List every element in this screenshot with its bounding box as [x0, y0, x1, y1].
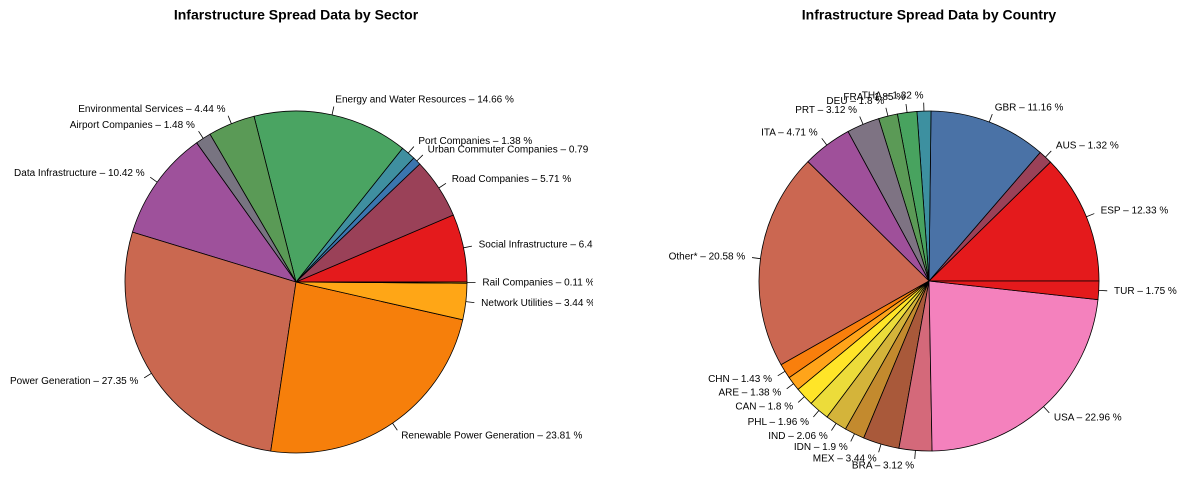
label-tick — [988, 113, 993, 123]
label-tick — [143, 372, 152, 379]
label-tick — [465, 301, 475, 303]
slice-label: Rail Companies – 0.11 % — [482, 277, 594, 288]
label-tick — [797, 396, 805, 403]
label-tick — [438, 182, 447, 189]
label-tick — [149, 176, 158, 183]
label-tick — [407, 146, 415, 154]
pie-slice — [253, 110, 404, 283]
slice-label: ITA – 4.71 % — [761, 128, 818, 139]
label-tick — [751, 257, 761, 260]
slice-label: Road Companies – 5.71 % — [452, 174, 572, 185]
label-tick — [777, 370, 786, 377]
slice-label: Power Generation – 27.35 % — [10, 376, 139, 387]
slice-label: AUS – 1.32 % — [1056, 141, 1119, 152]
pie-slice — [928, 161, 1100, 282]
slice-label: IND – 2.06 % — [768, 431, 828, 442]
pie-panel: Infarstructure Spread Data by Sector Soci… — [10, 7, 595, 454]
slice-label: Airport Companies – 1.48 % — [70, 120, 195, 131]
label-tick — [831, 423, 837, 431]
pie-slice — [124, 231, 297, 452]
slice-label: CHN – 1.43 % — [708, 374, 772, 385]
label-tick — [463, 245, 473, 249]
slice-label: Other* – 20.58 % — [669, 251, 746, 262]
slice-label: THA – 1.32 % — [862, 90, 924, 101]
label-tick — [331, 106, 335, 115]
label-tick — [227, 115, 232, 124]
label-tick — [905, 103, 908, 113]
label-tick — [1086, 213, 1095, 218]
label-tick — [392, 422, 398, 431]
pie-slice — [928, 280, 1099, 452]
chart-title: Infarstructure Spread Data by Sector — [174, 7, 419, 23]
pie-slice — [131, 142, 298, 283]
label-tick — [850, 433, 855, 442]
label-tick — [859, 116, 864, 125]
label-tick — [198, 130, 204, 139]
slice-label: Social Infrastructure – 6.4 — [479, 239, 593, 250]
slice-label: USA – 22.96 % — [1054, 413, 1122, 424]
slice-label: ARE – 1.38 % — [718, 388, 781, 399]
slice-label: FRA – 1.85 % — [843, 92, 905, 103]
slice-label: TUR – 1.75 % — [1114, 286, 1177, 297]
pie-slice — [270, 281, 464, 454]
label-tick — [786, 383, 794, 390]
pie-panel: Infrastructure Spread Data by Country ESP… — [669, 7, 1177, 472]
slice-label: Environmental Services – 4.44 % — [78, 104, 225, 115]
slice-label: BRA – 3.12 % — [852, 460, 914, 471]
label-tick — [813, 410, 820, 418]
slice-label: Energy and Water Resources – 14.66 % — [335, 94, 514, 105]
slice-label: GBR – 11.16 % — [995, 102, 1064, 113]
slice-label: Renewable Power Generation – 23.81 % — [401, 431, 582, 442]
slice-label: Urban Commuter Companies – 0.79 — [428, 145, 589, 156]
pie-slice — [928, 280, 1100, 301]
pie-slice — [928, 110, 1041, 283]
label-tick — [416, 154, 424, 162]
slice-label: MEX – 3.44 % — [813, 453, 877, 464]
label-tick — [1043, 406, 1050, 414]
label-tick — [821, 138, 828, 146]
slice-label: PHL – 1.96 % — [748, 417, 809, 428]
chart-title: Infrastructure Spread Data by Country — [802, 7, 1057, 23]
label-tick — [885, 107, 889, 117]
label-tick — [914, 450, 916, 459]
label-tick — [878, 443, 882, 453]
slice-label: Port Companies – 1.38 % — [418, 136, 532, 147]
label-tick — [1045, 150, 1052, 158]
slice-label: CAN – 1.8 % — [735, 402, 793, 413]
slice-label: PRT – 3.12 % — [795, 105, 857, 116]
pie-slice — [758, 161, 930, 366]
slice-label: IDN – 1.9 % — [794, 442, 848, 453]
slice-label: ESP – 12.33 % — [1101, 206, 1169, 217]
slice-label: Data Infrastructure – 10.42 % — [14, 168, 145, 179]
slice-label: Network Utilities – 3.44 % — [481, 298, 595, 309]
slice-label: DEU – 1.8 % — [826, 96, 884, 107]
